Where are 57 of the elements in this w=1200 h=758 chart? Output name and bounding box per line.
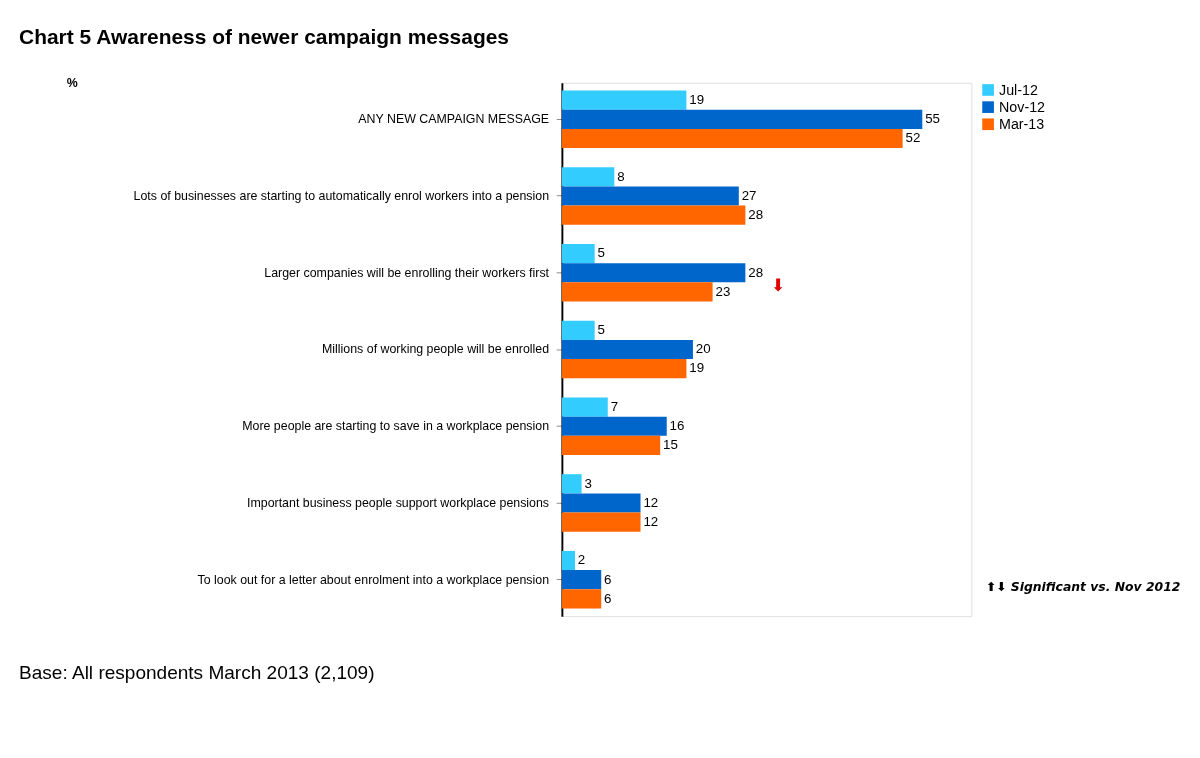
bar	[561, 359, 687, 379]
bar	[561, 167, 615, 187]
bar	[561, 90, 687, 110]
data-label: 19	[689, 360, 705, 376]
data-label: 20	[695, 341, 711, 357]
bar	[561, 243, 595, 264]
data-label: 55	[925, 111, 940, 127]
data-label: 8	[617, 168, 625, 184]
y-tick-label: Important business people support workplace pensions	[247, 495, 550, 510]
bar	[561, 416, 667, 436]
bar	[561, 109, 923, 129]
bar	[561, 186, 739, 206]
annotation: ⬇	[770, 275, 786, 296]
bar	[561, 474, 582, 494]
legend-label: Jul-12	[999, 81, 1038, 98]
bar	[561, 570, 602, 590]
data-label: 5	[597, 245, 605, 261]
text: ⬆⬇ Significant vs. Nov 2012	[985, 580, 1181, 595]
y-tick-label: More people are starting to save in a workplace pension	[242, 419, 550, 434]
data-label: 6	[604, 590, 612, 606]
bar	[561, 205, 746, 225]
y-tick-label: To look out for a letter about enrolment into a workplace pension	[197, 572, 550, 587]
data-label: 7	[610, 398, 619, 414]
y-tick-label: Millions of working people will be enrolled	[322, 342, 550, 357]
bar	[561, 339, 693, 360]
data-label: 23	[715, 283, 731, 299]
bar	[561, 128, 903, 149]
data-label: 28	[748, 207, 764, 223]
legend-label: Nov-12	[999, 98, 1046, 115]
data-label: 5	[597, 322, 605, 338]
data-label: 27	[741, 187, 757, 203]
bar	[561, 550, 576, 571]
data-label: 15	[663, 437, 678, 453]
bar	[561, 493, 641, 513]
bar	[561, 397, 608, 417]
data-label: 12	[643, 513, 659, 529]
data-label: 28	[748, 264, 764, 280]
x-axis-title: %	[66, 75, 78, 90]
data-label: 52	[905, 130, 921, 146]
text: Chart 5 Awareness of newer campaign messages	[19, 24, 509, 48]
bar	[561, 320, 595, 340]
bar	[561, 589, 602, 609]
text: Base: All respondents March 2013 (2,109)	[19, 662, 375, 684]
data-label: 12	[643, 494, 659, 510]
bar	[561, 263, 746, 283]
data-label: 16	[669, 418, 685, 434]
y-tick-label: Larger companies will be enrolling their workers first	[264, 265, 550, 280]
data-label: 19	[689, 91, 705, 107]
y-tick-label: ANY NEW CAMPAIGN MESSAGE	[358, 112, 550, 127]
bar	[561, 435, 661, 456]
y-tick-label: Lots of businesses are starting to automatically enrol workers into a pension	[133, 188, 550, 203]
bar	[561, 282, 713, 302]
bar	[561, 512, 641, 532]
data-label: 2	[577, 552, 586, 568]
data-label: 3	[584, 475, 592, 491]
data-label: 6	[604, 571, 612, 587]
legend-label: Mar-13	[999, 116, 1045, 133]
